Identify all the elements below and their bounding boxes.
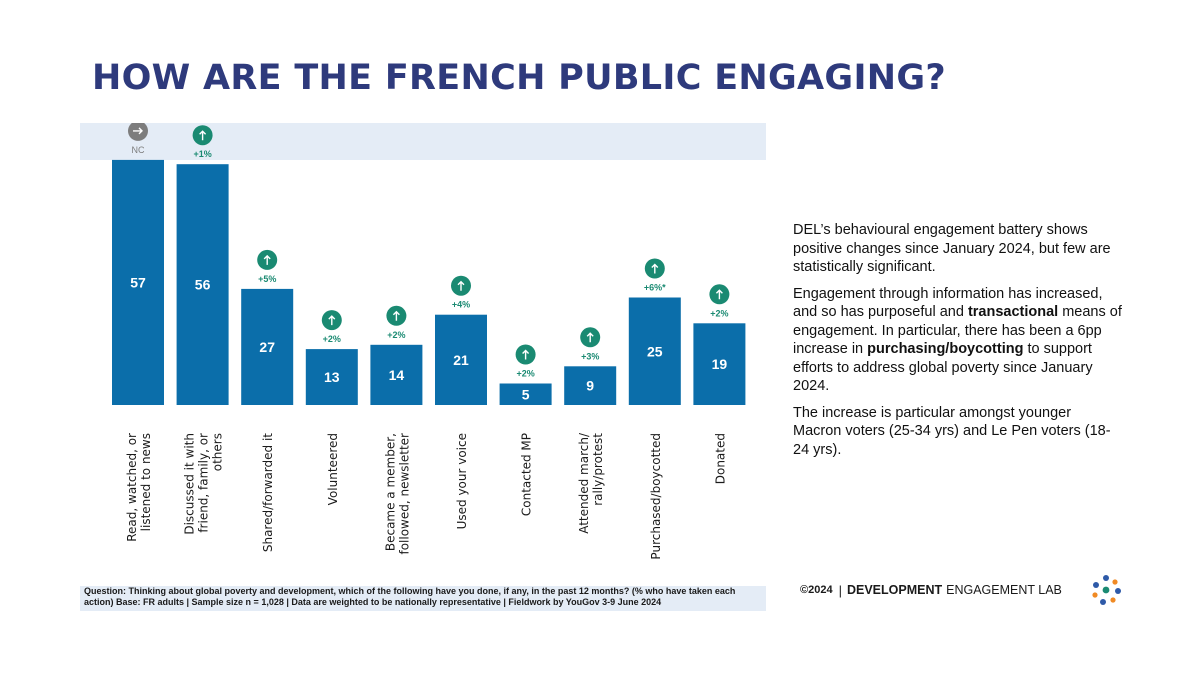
- bar-value-label: 57: [130, 274, 146, 290]
- category-label-line: followed, newsletter: [397, 433, 411, 555]
- bar-value-label: 13: [324, 369, 340, 385]
- category-label-line: Purchased/boycotted: [649, 433, 663, 560]
- category-label-line: Donated: [713, 433, 727, 484]
- category-label: Purchased/boycotted: [649, 433, 663, 560]
- category-label: Read, watched, or listened to news: [125, 433, 153, 542]
- change-label: +6%*: [644, 283, 666, 293]
- commentary-paragraph-1: DEL’s behavioural engagement battery sho…: [793, 222, 1111, 275]
- bar-value-label: 9: [586, 378, 594, 394]
- category-label: Discussed it with friend, family, or other…: [183, 433, 225, 535]
- commentary-emphasis-transactional: transactional: [967, 304, 1059, 320]
- category-label: Shared/forwarded it: [261, 433, 275, 552]
- arrow-up-glyph: [392, 310, 400, 321]
- footer: ©2024 | DEVELOPMENT ENGAGEMENT LAB: [800, 580, 1062, 600]
- commentary-text: means of engagement. In particular, ther…: [793, 304, 1122, 357]
- bar-value-label: 5: [522, 386, 530, 402]
- bar-value-label: 19: [712, 356, 728, 372]
- category-label: Used your voice: [455, 433, 469, 529]
- commentary-text: Engagement through information has incre…: [793, 285, 1103, 321]
- brand-name-rest: ENGAGEMENT LAB: [946, 583, 1062, 597]
- category-label: Contacted MP: [520, 433, 534, 516]
- arrow-up-glyph: [586, 332, 594, 343]
- brand-name-bold: DEVELOPMENT: [846, 583, 943, 597]
- chart-panel: 57 NC Read, watched, or listened to news 56 +…: [80, 123, 766, 611]
- category-label: Became a member, followed, newsletter: [383, 433, 411, 555]
- chart-footnote: Question: Thinking about global poverty …: [84, 586, 736, 607]
- category-label-line: Shared/forwarded it: [261, 433, 275, 552]
- bar-value-label: 27: [259, 339, 275, 355]
- bar-value-label: 14: [389, 367, 405, 383]
- change-label: NC: [132, 145, 145, 155]
- change-label: +5%: [258, 274, 276, 284]
- commentary-paragraph-2: Engagement through information has incre…: [793, 285, 1123, 396]
- category-label: Donated: [713, 433, 727, 484]
- del-logo-icon: [1092, 575, 1121, 605]
- arrow-right-icon: [128, 123, 148, 141]
- bar-value-label: 21: [453, 352, 469, 368]
- commentary-text: to support efforts to address global pov…: [793, 341, 1093, 394]
- bar-chart: 57 NC Read, watched, or listened to news 56 +…: [80, 123, 766, 586]
- arrow-up-glyph: [457, 280, 465, 291]
- bar: [499, 383, 552, 405]
- arrow-up-glyph: [263, 254, 271, 265]
- change-label: +1%: [193, 149, 211, 159]
- category-label-line: Used your voice: [455, 433, 469, 529]
- bar-value-label: 25: [647, 343, 663, 359]
- arrow-up-glyph: [199, 130, 207, 141]
- bar: [305, 349, 358, 405]
- commentary: DEL’s behavioural engagement battery sho…: [793, 221, 1123, 467]
- bar: [628, 297, 681, 405]
- category-label-line: Volunteered: [326, 433, 340, 505]
- commentary-paragraph-3: The increase is particular amongst young…: [793, 404, 1111, 458]
- category-label-line: friend, family, or: [197, 433, 211, 533]
- bar: [693, 323, 746, 405]
- bar: [112, 159, 164, 405]
- bar: [241, 288, 294, 405]
- category-label-line: Discussed it with: [183, 433, 197, 535]
- change-label: +2%: [710, 308, 728, 318]
- change-label: +3%: [581, 351, 599, 361]
- category-label-line: Read, watched, or: [125, 433, 139, 542]
- category-label-line: Contacted MP: [520, 433, 534, 516]
- arrow-right-glyph: [133, 127, 143, 135]
- category-label: Volunteered: [326, 433, 340, 505]
- bar: [176, 164, 229, 405]
- footer-separator: |: [838, 582, 842, 598]
- category-label-line: others: [211, 433, 225, 471]
- change-label: +2%: [516, 369, 534, 379]
- change-label: +2%: [387, 330, 405, 340]
- bar-value-label: 56: [195, 277, 211, 293]
- arrow-up-glyph: [715, 289, 723, 300]
- category-label: Attended march/rally/protest: [577, 432, 605, 534]
- bar: [370, 344, 423, 405]
- category-label-line: rally/protest: [591, 433, 605, 506]
- arrow-up-glyph: [328, 315, 336, 326]
- change-label: +4%: [452, 300, 470, 310]
- copyright: ©2024: [800, 584, 833, 596]
- arrow-up-glyph: [522, 349, 530, 360]
- category-label-line: listened to news: [139, 433, 153, 531]
- commentary-emphasis-purchasing: purchasing/boycotting: [867, 341, 1024, 357]
- bar: [435, 314, 487, 405]
- page-title: HOW ARE THE FRENCH PUBLIC ENGAGING?: [92, 58, 946, 98]
- arrow-up-glyph: [651, 263, 659, 274]
- change-label: +2%: [323, 334, 341, 344]
- bar: [564, 366, 617, 405]
- category-label-line: Became a member,: [383, 433, 397, 551]
- category-label-line: Attended march/: [577, 432, 591, 534]
